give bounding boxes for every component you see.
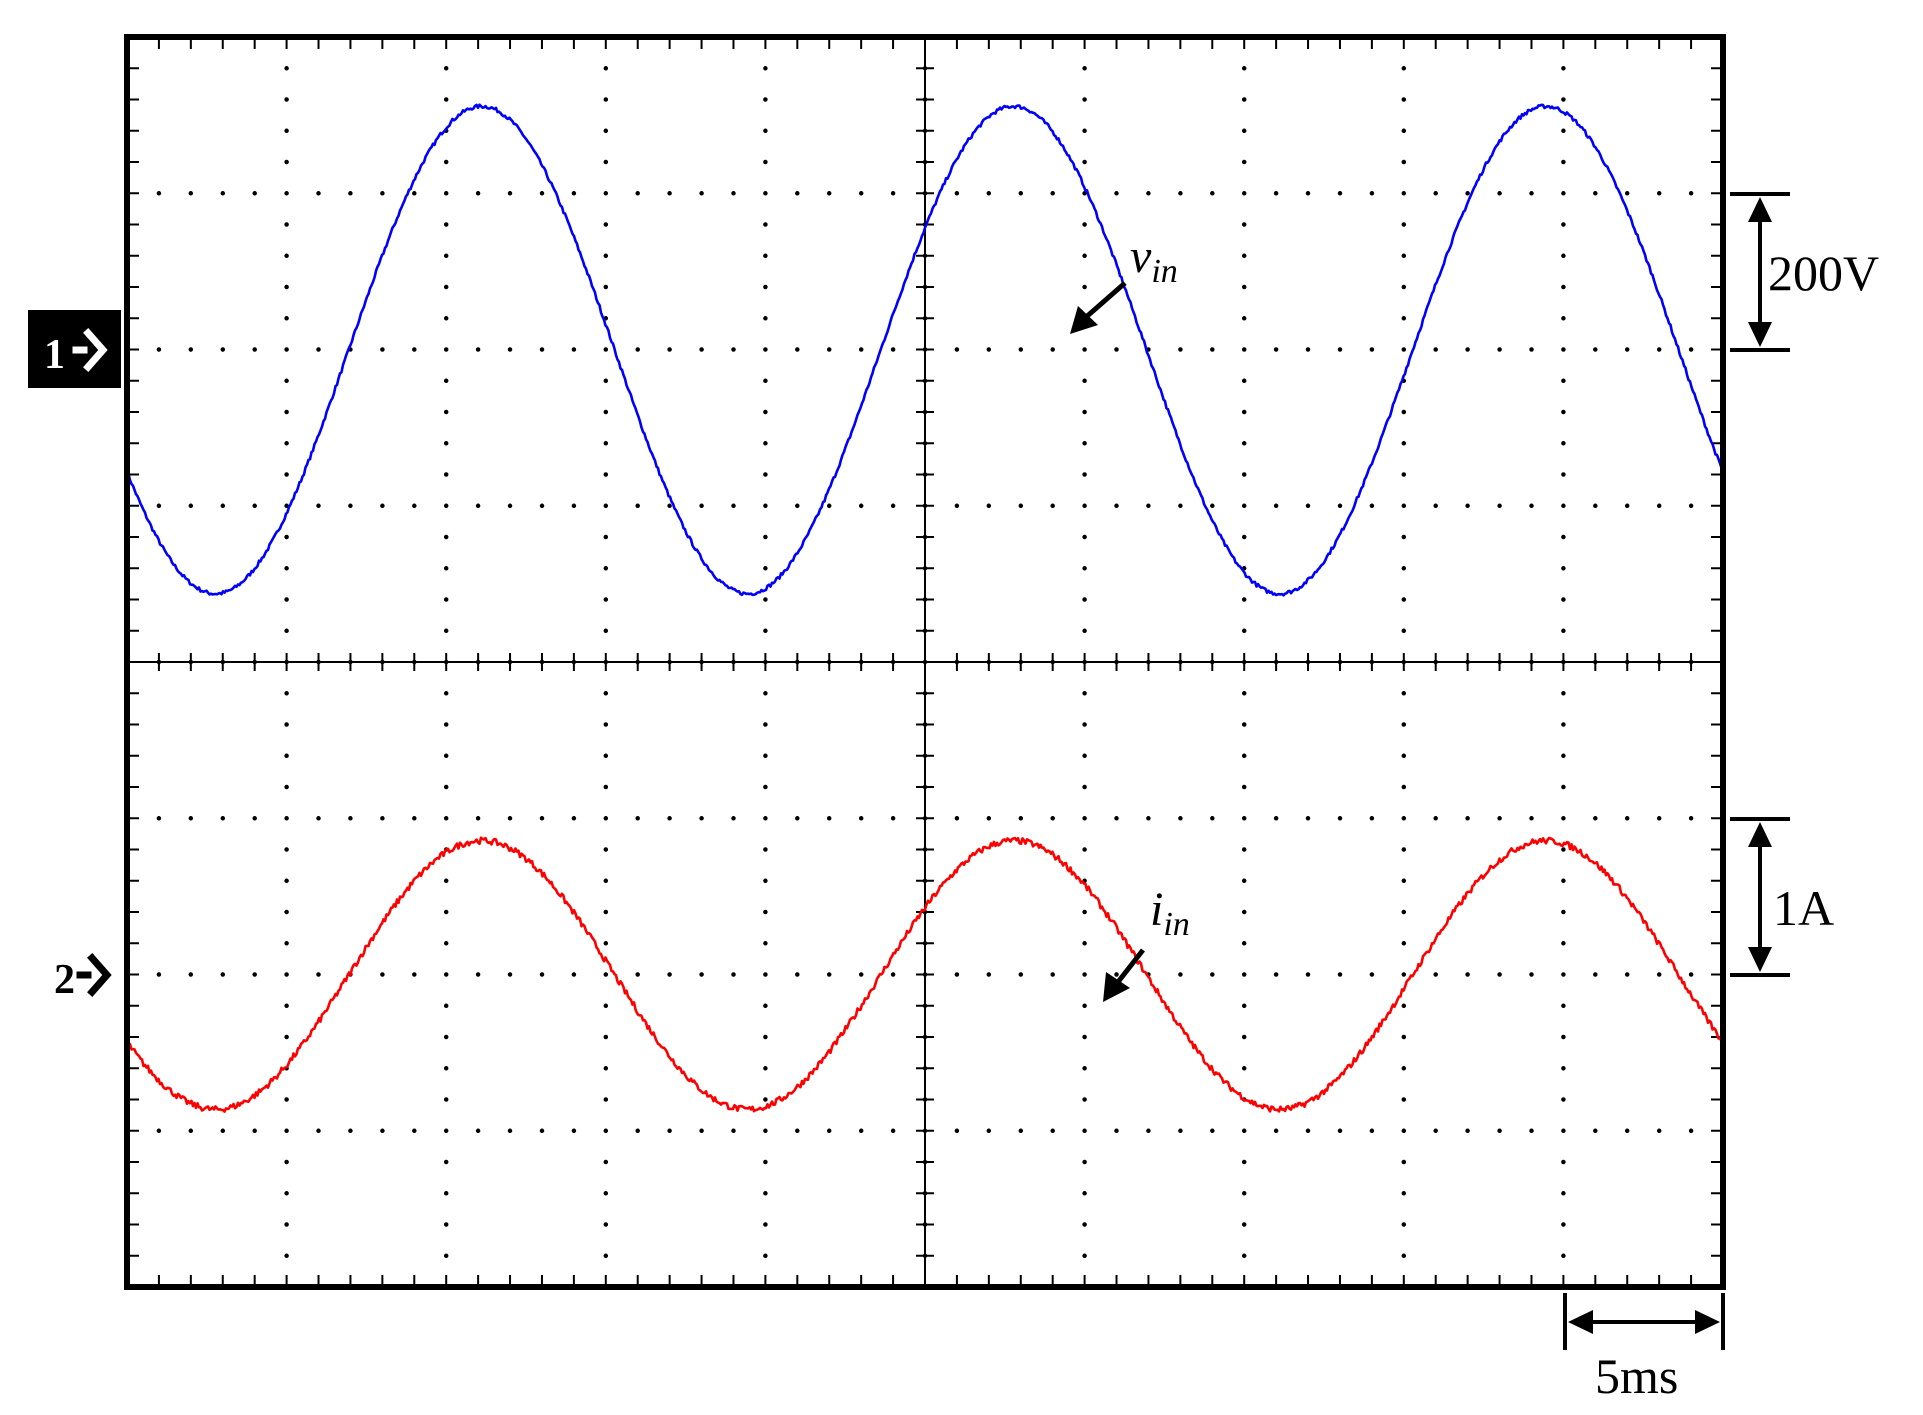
time-scale-label: 5ms — [1595, 1348, 1678, 1404]
time-scale-marker: 5ms — [1563, 1293, 1725, 1404]
channel-1-arrow-icon — [72, 328, 108, 372]
plot-frame — [124, 34, 1726, 1290]
trace-ch1-vin — [126, 103, 1725, 597]
ch2-scale-label: 1A — [1773, 880, 1834, 936]
ch2-scale-marker: 1A — [1730, 817, 1834, 977]
channel-2-arrow-icon — [76, 953, 112, 997]
trace-ch2-iin — [126, 836, 1725, 1113]
ch1-scale-marker: 200V — [1730, 192, 1879, 352]
vin-arrow-icon — [1070, 306, 1098, 334]
channel-1-marker-label: 1 — [44, 332, 65, 378]
channel-2-marker: 2 — [54, 953, 112, 1003]
vin-annotation: vin — [1070, 230, 1178, 334]
iin-label: iin — [1150, 883, 1190, 943]
iin-annotation: iin — [1103, 883, 1190, 1002]
vin-label: vin — [1130, 230, 1178, 290]
channel-1-marker: 1 — [28, 310, 121, 388]
channel-2-marker-label: 2 — [54, 957, 75, 1003]
iin-arrow-icon — [1103, 972, 1130, 1002]
ch1-scale-label: 200V — [1768, 245, 1879, 301]
